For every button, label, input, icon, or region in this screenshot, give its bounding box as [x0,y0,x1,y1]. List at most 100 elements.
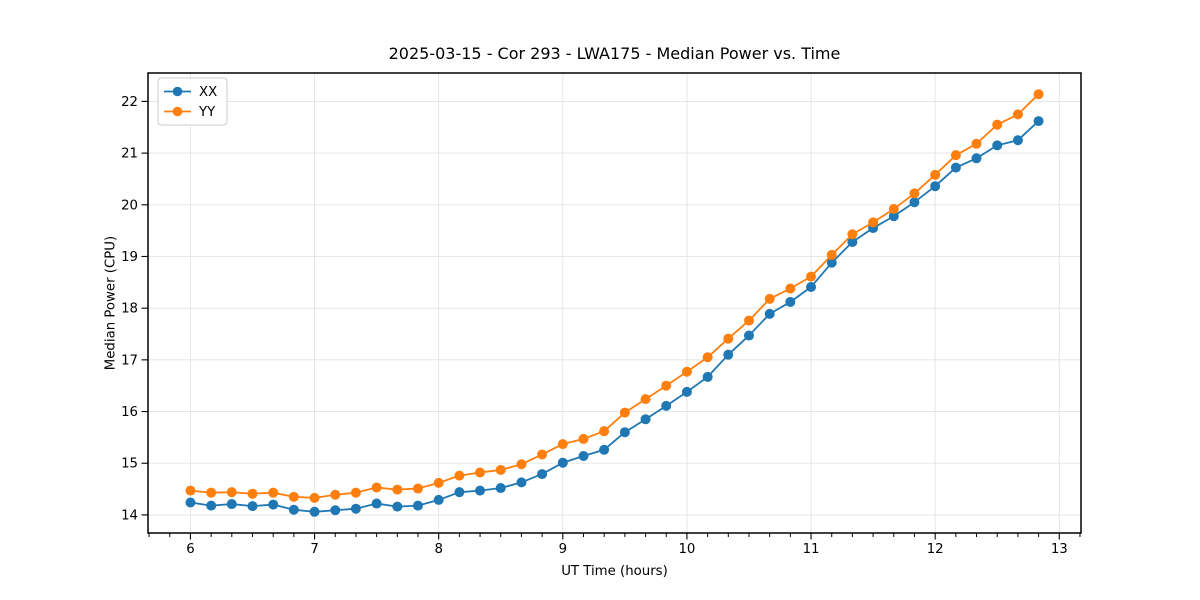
data-point-xx [433,494,444,505]
x-tick-label: 8 [434,542,442,557]
data-point-yy [537,449,548,460]
data-point-yy [516,459,527,470]
y-axis-label: Median Power (CPU) [103,235,119,371]
data-point-xx [537,469,548,480]
ticks: 6 7 8 9 10 11 12 13 14 15 16 17 18 19 20 21 22 [121,95,1081,557]
data-point-yy [992,119,1003,130]
x-tick-label: 12 [927,542,944,557]
data-point-xx [288,504,299,515]
series-yy [185,89,1044,503]
data-point-yy [640,394,651,405]
data-point-yy [971,138,982,149]
data-point-yy [433,477,444,488]
data-point-xx [268,499,279,510]
chart-title: 2025-03-15 - Cor 293 - LWA175 - Median P… [388,44,841,63]
data-point-yy [206,487,217,498]
data-point-yy [454,470,465,481]
grid [148,73,1081,533]
data-point-yy [495,464,506,475]
y-tick-label: 19 [121,250,138,265]
data-point-xx [206,500,217,511]
data-point-xx [681,386,692,397]
data-point-yy [909,188,920,199]
series-line-yy [189,93,1040,499]
data-point-xx [640,414,651,425]
data-point-yy [661,380,672,391]
series-xx [185,116,1044,517]
data-point-xx [619,427,630,438]
data-point-xx [371,498,382,509]
data-point-xx [826,257,837,268]
data-point-xx [454,487,465,498]
data-point-xx [350,503,361,514]
data-point-yy [392,484,403,495]
data-point-xx [392,501,403,512]
legend-label: YY [198,105,216,120]
data-point-yy [702,352,713,363]
y-tick-label: 20 [121,198,138,213]
data-point-xx [412,500,423,511]
data-point-yy [930,169,941,180]
data-point-yy [268,487,279,498]
data-point-yy [288,491,299,502]
data-point-xx [806,281,817,292]
data-point-yy [475,467,486,478]
y-tick-label: 17 [121,353,138,368]
data-point-yy [826,249,837,260]
data-point-xx [309,506,320,517]
data-point-xx [847,237,858,248]
data-point-xx [909,197,920,208]
legend-marker [172,106,183,117]
data-point-xx [888,211,899,222]
x-tick-label: 13 [1051,542,1068,557]
data-point-xx [516,477,527,488]
y-tick-label: 18 [121,302,138,317]
data-point-xx [992,140,1003,151]
data-point-xx [495,483,506,494]
data-point-xx [723,349,734,360]
data-point-yy [888,203,899,214]
data-point-xx [330,505,341,516]
data-point-yy [619,407,630,418]
data-point-yy [247,488,258,499]
x-tick-label: 7 [310,542,318,557]
data-point-xx [661,400,672,411]
data-point-xx [247,501,258,512]
data-point-yy [950,150,961,161]
data-point-yy [599,426,610,437]
data-point-xx [578,450,589,461]
data-point-xx [971,153,982,164]
legend: XX YY [157,77,228,126]
data-point-yy [764,293,775,304]
data-point-yy [578,433,589,444]
y-tick-label: 21 [121,147,138,162]
data-point-yy [1012,109,1023,120]
x-tick-label: 6 [186,542,194,557]
data-point-xx [226,499,237,510]
data-point-xx [475,485,486,496]
data-point-yy [371,482,382,493]
data-point-xx [702,371,713,382]
data-point-yy [309,492,320,503]
data-point-yy [785,283,796,294]
data-point-yy [185,485,196,496]
series-line-xx [189,120,1040,513]
data-point-xx [557,457,568,468]
data-point-xx [930,181,941,192]
x-tick-label: 11 [803,542,820,557]
data-point-yy [330,489,341,500]
data-point-xx [1033,116,1044,127]
data-point-xx [950,162,961,173]
y-tick-label: 16 [121,405,138,420]
legend-marker [172,86,183,97]
x-axis-label: UT Time (hours) [561,564,668,579]
data-point-yy [868,217,879,228]
data-point-xx [785,296,796,307]
x-tick-label: 9 [559,542,567,557]
data-point-xx [743,330,754,341]
y-tick-label: 15 [121,457,138,472]
data-point-yy [806,271,817,282]
data-point-xx [599,444,610,455]
